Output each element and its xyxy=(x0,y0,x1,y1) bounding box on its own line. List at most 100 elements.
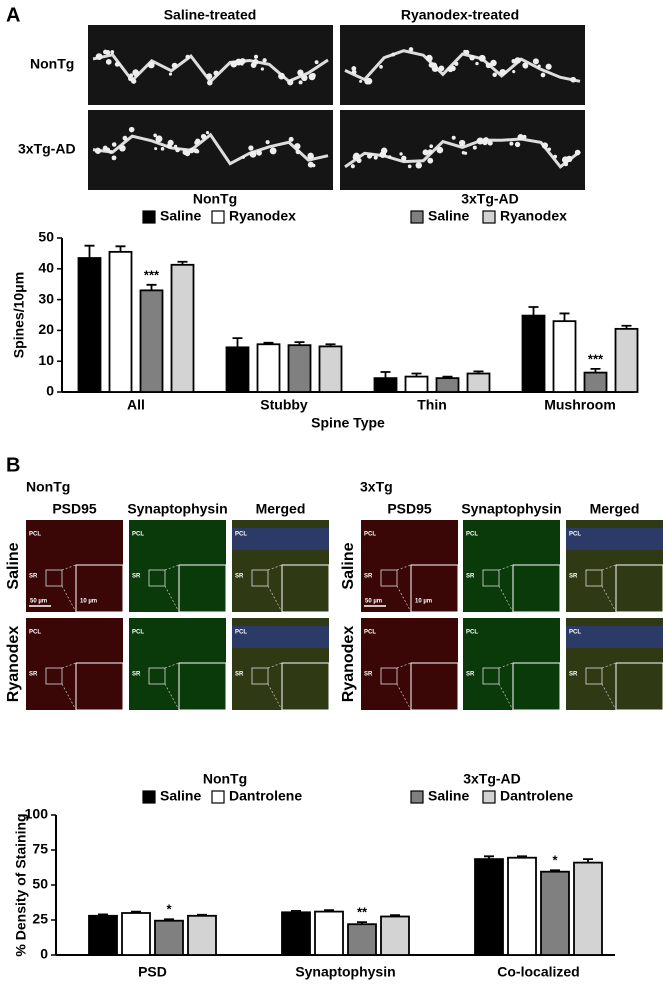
error-bar xyxy=(583,858,593,863)
error-bar xyxy=(131,910,141,913)
spine xyxy=(514,141,521,148)
spine xyxy=(425,54,433,62)
significance: *** xyxy=(588,351,604,366)
bar xyxy=(573,861,603,956)
region-marker: PCL xyxy=(569,630,581,636)
region-marker: SR xyxy=(29,574,38,580)
legend-title: 3xTg-AD xyxy=(463,771,521,787)
inset-guide xyxy=(601,683,617,711)
bar xyxy=(466,372,491,393)
spine xyxy=(173,144,178,149)
group-title: NonTg xyxy=(26,479,70,495)
spine xyxy=(485,62,492,69)
y-tick-label: 100 xyxy=(25,806,49,822)
inset xyxy=(178,662,227,711)
spine xyxy=(110,50,115,54)
inset-guide xyxy=(164,564,180,571)
spine xyxy=(94,147,102,154)
error-bar xyxy=(291,910,301,913)
error-bar xyxy=(325,343,336,347)
inset xyxy=(615,662,664,711)
inset-guide xyxy=(164,662,180,669)
spine xyxy=(475,61,479,66)
spine xyxy=(160,147,165,151)
micrograph xyxy=(88,25,333,105)
legend-label: Dantrolene xyxy=(229,788,302,804)
legend-label: Saline xyxy=(428,788,469,804)
spine xyxy=(287,79,294,86)
x-tick-label: PSD xyxy=(138,964,167,980)
error-bar xyxy=(442,375,453,379)
micrograph xyxy=(88,110,333,190)
x-axis-label: Spine Type xyxy=(311,415,385,431)
y-tick-label: 20 xyxy=(38,321,54,337)
spine xyxy=(379,65,383,69)
bar xyxy=(318,345,343,393)
spine xyxy=(307,152,314,160)
spine xyxy=(472,145,477,150)
region-marker: SR xyxy=(132,574,141,580)
y-tick-label: 50 xyxy=(32,876,48,892)
legend-swatch xyxy=(482,210,496,224)
spine xyxy=(522,63,529,69)
bar xyxy=(583,371,608,393)
spine xyxy=(483,137,489,143)
region-marker: PCL xyxy=(466,630,478,636)
legend-label: Ryanodex xyxy=(229,208,296,224)
spine xyxy=(288,136,294,142)
inset-guide xyxy=(601,662,617,669)
spine xyxy=(487,140,493,146)
spine xyxy=(235,58,243,66)
spine xyxy=(532,58,539,65)
column-title: Merged xyxy=(590,501,640,517)
inset xyxy=(615,564,664,613)
spine xyxy=(517,134,524,141)
spine xyxy=(351,66,356,71)
spine xyxy=(359,79,363,83)
column-title: Saline-treated xyxy=(164,7,257,23)
spine xyxy=(297,69,304,76)
spine xyxy=(109,149,113,154)
spine xyxy=(155,135,163,143)
spine xyxy=(200,133,207,140)
row-title: Ryanodex xyxy=(340,626,357,703)
region-marker: SR xyxy=(29,672,38,678)
bar xyxy=(256,343,281,393)
spine xyxy=(415,162,422,169)
legend-label: Ryanodex xyxy=(500,208,567,224)
inset xyxy=(512,662,561,711)
spine xyxy=(248,145,254,151)
spine xyxy=(469,54,475,61)
spine xyxy=(458,139,466,147)
inset-guide xyxy=(498,662,514,669)
legend-swatch xyxy=(410,210,424,224)
inset-guide xyxy=(498,683,514,711)
bar xyxy=(521,314,546,393)
roi-box xyxy=(251,569,269,587)
column-title: Merged xyxy=(256,501,306,517)
significance: ** xyxy=(357,905,368,920)
spine xyxy=(185,54,190,59)
inset xyxy=(281,564,330,613)
spine xyxy=(171,62,178,69)
error-bar xyxy=(115,245,126,252)
x-tick-label: Thin xyxy=(417,397,447,413)
inset-guide xyxy=(498,585,514,613)
error-bar xyxy=(232,337,243,348)
error-bar xyxy=(197,913,207,916)
inset-guide xyxy=(61,585,77,613)
legend-label: Dantrolene xyxy=(500,788,573,804)
inset-guide xyxy=(396,683,412,711)
spine xyxy=(427,149,433,155)
legend-title: 3xTg-AD xyxy=(461,191,519,207)
y-tick-label: 30 xyxy=(38,290,54,306)
spine xyxy=(436,146,444,154)
region-marker: SR xyxy=(466,574,475,580)
error-bar xyxy=(473,370,484,374)
region-marker: PCL xyxy=(29,532,41,538)
inset-guide xyxy=(267,683,283,711)
error-bar xyxy=(84,244,95,259)
spine xyxy=(351,69,357,75)
inset xyxy=(75,564,124,613)
